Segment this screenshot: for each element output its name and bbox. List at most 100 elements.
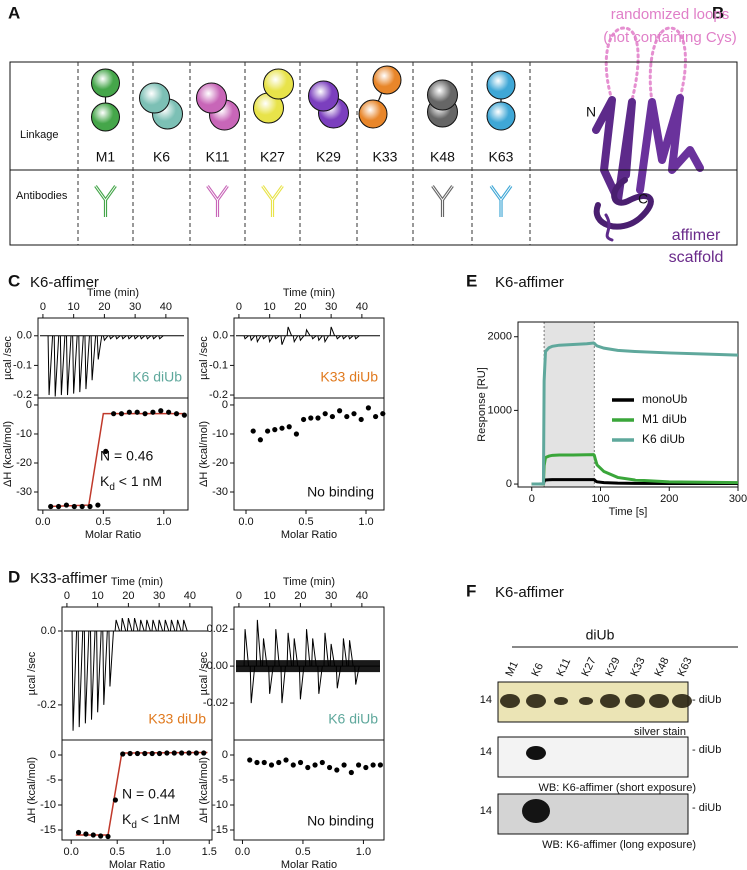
data-point (149, 750, 155, 757)
injection-peak (53, 335, 60, 397)
linkage-name: K29 (316, 149, 341, 165)
injection-peak (133, 335, 139, 340)
injection-peak (292, 335, 299, 344)
injection-peak (249, 335, 256, 342)
injection-peak (108, 630, 114, 687)
y-axis-label: ΔH (kcal/mol) (198, 421, 210, 487)
antibody-core (207, 185, 228, 217)
linkage-name: K11 (206, 149, 230, 165)
data-point (83, 831, 89, 837)
x-axis-label: Molar Ratio (281, 859, 337, 870)
loops-label: (not containing Cys) (603, 29, 736, 46)
ubiquitin (486, 101, 516, 131)
y-tick-label: -30 (16, 486, 32, 498)
data-point (112, 797, 118, 803)
injection-region (544, 322, 595, 487)
band (579, 697, 593, 705)
x-tick-label: 10 (264, 301, 276, 313)
injection-peak (102, 335, 109, 342)
lane-label: K63 (675, 656, 694, 679)
injection-peak (280, 335, 286, 345)
injection-peak (249, 666, 256, 704)
band (500, 694, 520, 708)
injection-peak (323, 632, 329, 667)
data-point (297, 759, 304, 766)
injection-peak (341, 335, 348, 340)
blot-caption: WB: K6-affimer (long exposure) (542, 839, 696, 851)
injection-peak (133, 617, 139, 632)
injection-peak (341, 638, 348, 667)
annotation: K6 diUb (328, 711, 378, 727)
loop (604, 26, 640, 102)
injection-peak (243, 629, 250, 667)
injection-peak (66, 335, 72, 396)
data-point (344, 413, 350, 420)
x-tick-label: 0.5 (110, 846, 125, 858)
y-tick-label: -0.2 (37, 699, 56, 711)
y-tick-label: -10 (16, 428, 32, 440)
ubiquitin (263, 68, 294, 100)
antibody-core (490, 185, 512, 217)
injection-peak (145, 335, 152, 340)
injection-peak (145, 619, 151, 632)
data-point (265, 428, 271, 434)
injection-peak (262, 638, 268, 667)
helix (593, 177, 654, 230)
injection-peak (262, 335, 268, 340)
injection-peak (127, 335, 133, 340)
x-tick-label: 0.5 (96, 516, 111, 528)
x-tick-label: 0.0 (238, 516, 253, 528)
y-tick-label: -15 (40, 824, 56, 836)
data-point (308, 415, 314, 421)
data-point (358, 416, 364, 423)
injection-peak (120, 617, 127, 632)
data-point (365, 405, 371, 411)
annotation: N = 0.44 (122, 786, 176, 802)
data-point (156, 750, 163, 757)
x-tick-label: 1.5 (202, 846, 217, 858)
data-point (193, 750, 199, 756)
data-point (341, 762, 347, 768)
ubiquitin (91, 68, 120, 98)
y-tick-label: 0.00 (207, 660, 228, 672)
injection-peak (274, 629, 280, 667)
band (649, 694, 669, 708)
injection-peak (335, 335, 342, 340)
data-point (118, 411, 125, 417)
ubiquitin (139, 82, 170, 114)
data-point (355, 762, 362, 768)
annotation: N = 0.46 (100, 448, 154, 464)
data-point (279, 425, 285, 431)
injection-peak (329, 643, 336, 667)
y-axis-label: µcal /sec (2, 336, 14, 380)
data-point (164, 750, 170, 756)
ubiquitin (196, 82, 227, 114)
y-tick-label: -20 (212, 457, 228, 469)
bands (500, 694, 692, 823)
injection-peak (96, 630, 102, 713)
x-tick-label: 30 (129, 301, 141, 313)
data-point (293, 431, 299, 437)
injection-peak (354, 335, 360, 340)
panel-label: B (712, 3, 724, 22)
data-point (370, 762, 376, 768)
coil (604, 213, 614, 242)
injection-peak (121, 335, 127, 340)
linkage-name: M1 (96, 149, 116, 165)
injection-peak (317, 666, 323, 694)
x-tick-label: 0 (236, 590, 242, 602)
injection-peak (311, 638, 317, 667)
injection-peak (298, 666, 305, 700)
injection-peak (115, 335, 121, 340)
band (600, 694, 620, 708)
injection-peak (77, 630, 84, 728)
y-tick-label: 0 (222, 399, 228, 411)
data-point (373, 413, 379, 420)
injection-peak (114, 619, 121, 632)
row-label: Antibodies (16, 190, 68, 202)
data-point (79, 503, 85, 510)
y-tick-label: 0.02 (207, 623, 228, 635)
x-tick-label: 1.0 (358, 516, 373, 528)
x-tick-label: 30 (153, 590, 165, 602)
y-tick-label: -20 (16, 457, 32, 469)
